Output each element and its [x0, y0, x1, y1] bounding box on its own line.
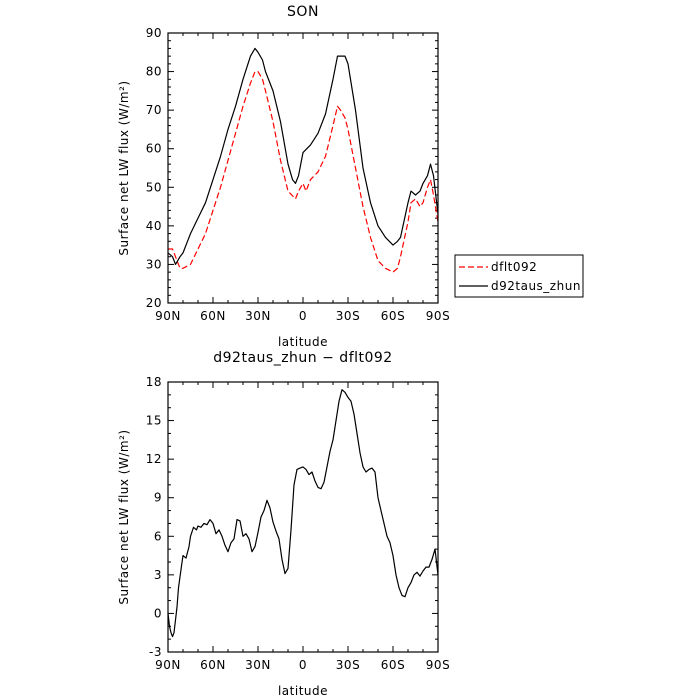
chart-top-ytick-label: 70: [146, 103, 162, 117]
chart-bottom-ytick-label: 6: [154, 529, 162, 543]
chart-top-xtick-label: 60N: [200, 309, 226, 323]
chart-top-plot: 90N 60N 30N 0 30S 60S 90S 20 30 40 50 60 70 80 90: [146, 26, 450, 323]
chart-bottom-frame: [167, 381, 439, 653]
chart-top-xlabel: latitude: [278, 335, 328, 349]
chart-top-xtick-label: 30S: [336, 309, 360, 323]
chart-bottom-ytick-label: 15: [146, 414, 162, 428]
chart-bottom-ytick-label: -3: [149, 645, 162, 659]
chart-bottom-xtick-label: 60N: [200, 658, 226, 672]
chart-top-ylabel: Surface net LW flux (W/m²): [117, 80, 131, 255]
chart-top-ytick-label: 20: [146, 296, 162, 310]
chart-bottom-plot: 90N 60N 30N 0 30S 60S 90S -3 0 3 6 9 12 15 18: [146, 375, 450, 672]
chart-top-xtick-label: 30N: [245, 309, 271, 323]
chart-bottom-xtick-label: 90S: [426, 658, 450, 672]
chart-top-xtick-label: 0: [299, 309, 307, 323]
chart-top-ytick-label: 80: [146, 65, 162, 79]
chart-bottom-ytick-label: 0: [154, 606, 162, 620]
chart-bottom-ytick-label: 18: [146, 375, 162, 389]
chart-top-series-line-d92taus-zhun: [167, 47, 439, 265]
chart-top-ytick-label: 40: [146, 219, 162, 233]
chart-bottom-xlabel: latitude: [278, 684, 328, 698]
legend-label-d92taus-zhun: d92taus_zhun: [491, 279, 581, 293]
chart-bottom-xtick-label: 30S: [336, 658, 360, 672]
chart-bottom: d92taus_zhun − dflt092 90N 60N 30N 0 30S 60S 9…: [117, 350, 450, 698]
chart-bottom-xtick-label: 30N: [245, 658, 271, 672]
chart-bottom-ytick-label: 12: [146, 452, 162, 466]
chart-top-xtick-label: 90N: [155, 309, 181, 323]
chart-bottom-title: d92taus_zhun − dflt092: [213, 350, 392, 366]
chart-bottom-xtick-label: 60S: [381, 658, 405, 672]
chart-bottom-xtick-label: 90N: [155, 658, 181, 672]
chart-top-ytick-label: 50: [146, 180, 162, 194]
chart-top-ytick-label: 30: [146, 257, 162, 271]
legend-box: [454, 254, 584, 298]
chart-bottom-ytick-label: 3: [154, 568, 162, 582]
chart-top-series-line-dflt092: [168, 70, 439, 273]
chart-top-ytick-label: 60: [146, 142, 162, 156]
chart-bottom-ytick-label: 9: [154, 491, 162, 505]
chart-top-title: SON: [287, 4, 319, 20]
chart-top-xtick-label: 90S: [426, 309, 450, 323]
chart-top-legend: dflt092 d92taus_zhun: [454, 254, 584, 298]
chart-top: SON 90N 60N 30N 0 30S 60S 90S2030405060708090 …: [117, 4, 584, 349]
chart-bottom-series-line-0: [167, 389, 439, 638]
chart-top-xtick-label: 60S: [381, 309, 405, 323]
chart-top-ytick-label: 90: [146, 26, 162, 40]
chart-bottom-xtick-label: 0: [299, 658, 307, 672]
chart-bottom-ylabel: Surface net LW flux (W/m²): [117, 429, 131, 604]
legend-label-dflt092: dflt092: [491, 260, 537, 274]
chart-top-frame: [167, 32, 439, 304]
